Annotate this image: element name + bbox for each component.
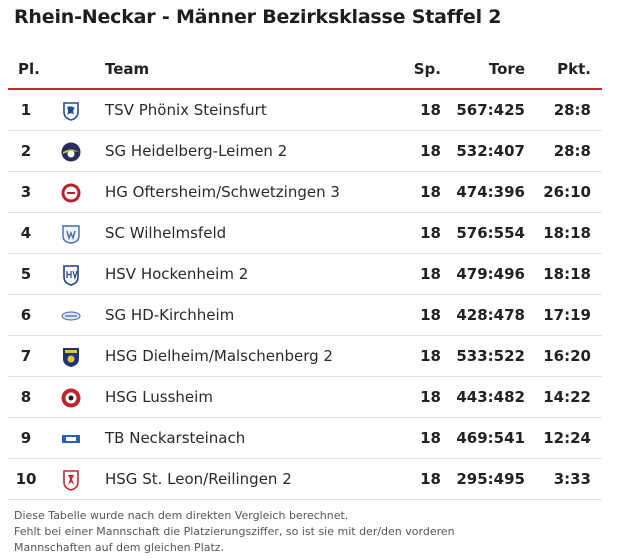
row-team[interactable]: HSG Lussheim [105,388,213,406]
table-row: 7 HSG Dielheim/Malschenberg 2 18 533:522… [8,336,602,377]
row-points: 28:8 [553,101,591,119]
row-games: 18 [420,388,441,406]
sg-heidelberg-leimen-crest-icon [60,141,82,163]
row-goals: 533:522 [456,347,525,365]
row-points: 12:24 [543,429,591,447]
header-place: Pl. [18,60,40,78]
row-place: 9 [20,429,32,447]
row-goals: 474:396 [456,183,525,201]
row-games: 18 [420,142,441,160]
row-team[interactable]: TSV Phönix Steinsfurt [105,101,267,119]
row-place: 7 [20,347,32,365]
row-points: 18:18 [543,224,591,242]
footnote-line: Diese Tabelle wurde nach dem direkten Ve… [14,509,349,522]
row-games: 18 [420,101,441,119]
page-title: Rhein-Neckar - Männer Bezirksklasse Staf… [14,6,502,28]
row-points: 16:20 [543,347,591,365]
table-row: 3 HG Oftersheim/Schwetzingen 3 18 474:39… [8,172,602,213]
standings-table: 1 TSV Phönix Steinsfurt 18 567:425 28:8 … [8,90,602,500]
row-goals: 469:541 [456,429,525,447]
table-row: 2 SG Heidelberg-Leimen 2 18 532:407 28:8 [8,131,602,172]
table-header: Pl. Team Sp. Tore Pkt. [8,50,602,90]
row-place: 6 [20,306,32,324]
row-team[interactable]: HSG Dielheim/Malschenberg 2 [105,347,333,365]
footnote-line: Mannschaften auf dem gleichen Platz. [14,541,225,554]
row-team[interactable]: SC Wilhelmsfeld [105,224,227,242]
row-games: 18 [420,470,441,488]
table-row: 10 HSG St. Leon/Reilingen 2 18 295:495 3… [8,459,602,500]
row-place: 4 [20,224,32,242]
row-goals: 576:554 [456,224,525,242]
hsg-dielheim-crest-icon [60,346,82,368]
row-games: 18 [420,224,441,242]
table-row: 1 TSV Phönix Steinsfurt 18 567:425 28:8 [8,90,602,131]
row-goals: 479:496 [456,265,525,283]
row-place: 5 [20,265,32,283]
row-team[interactable]: HSV Hockenheim 2 [105,265,249,283]
row-points: 17:19 [543,306,591,324]
row-team[interactable]: SG Heidelberg-Leimen 2 [105,142,288,160]
hsg-lussheim-crest-icon [60,387,82,409]
row-team[interactable]: SG HD-Kirchheim [105,306,235,324]
footnote-line: Fehlt bei einer Mannschaft die Platzieru… [14,525,455,538]
sc-wilhelmsfeld-crest-icon [60,223,82,245]
table-row: 6 SG HD-Kirchheim 18 428:478 17:19 [8,295,602,336]
row-goals: 428:478 [456,306,525,324]
table-row: 4 SC Wilhelmsfeld 18 576:554 18:18 [8,213,602,254]
row-games: 18 [420,183,441,201]
row-games: 18 [420,265,441,283]
row-games: 18 [420,347,441,365]
row-games: 18 [420,429,441,447]
row-team[interactable]: HSG St. Leon/Reilingen 2 [105,470,292,488]
row-goals: 295:495 [456,470,525,488]
row-place: 10 [15,470,37,488]
row-goals: 443:482 [456,388,525,406]
table-row: 9 TB Neckarsteinach 18 469:541 12:24 [8,418,602,459]
header-team: Team [105,60,150,78]
hsg-st-leon-crest-icon [60,469,82,491]
row-points: 18:18 [543,265,591,283]
row-team[interactable]: HG Oftersheim/Schwetzingen 3 [105,183,340,201]
row-games: 18 [420,306,441,324]
row-points: 26:10 [543,183,591,201]
row-place: 1 [20,101,32,119]
row-goals: 532:407 [456,142,525,160]
row-place: 3 [20,183,32,201]
table-row: 8 HSG Lussheim 18 443:482 14:22 [8,377,602,418]
table-footnote: Diese Tabelle wurde nach dem direkten Ve… [14,508,614,556]
hsv-hockenheim-crest-icon [60,264,82,286]
tsv-steinsfurt-crest-icon [60,100,82,122]
header-points: Pkt. [557,60,591,78]
header-goals: Tore [488,60,525,78]
hg-oftersheim-crest-icon [60,182,82,204]
row-team[interactable]: TB Neckarsteinach [105,429,246,447]
row-points: 3:33 [553,470,591,488]
table-row: 5 HSV Hockenheim 2 18 479:496 18:18 [8,254,602,295]
row-goals: 567:425 [456,101,525,119]
row-points: 28:8 [553,142,591,160]
row-place: 2 [20,142,32,160]
row-points: 14:22 [543,388,591,406]
row-place: 8 [20,388,32,406]
sg-hd-kirchheim-crest-icon [60,305,82,327]
tb-neckarsteinach-crest-icon [60,428,82,450]
header-games: Sp. [413,60,441,78]
